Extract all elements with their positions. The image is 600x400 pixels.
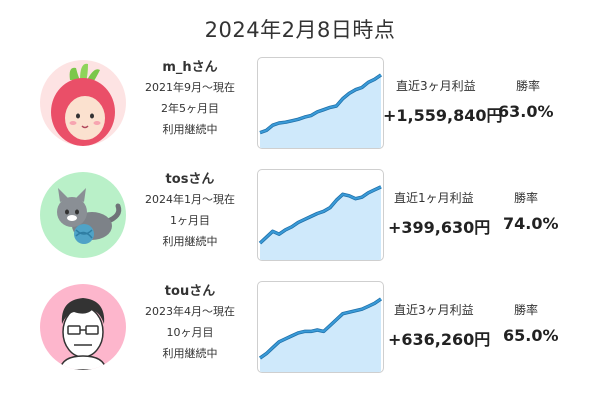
profit-value: +1,559,840円 (383, 106, 503, 125)
user-row-m-h: m_hさん 2021年9月～現在 2年5ヶ月目 利用継続中 直近3ヶ月利益 勝率… (0, 57, 600, 167)
usage-duration: 2年5ヶ月目 (161, 102, 219, 115)
profit-chart-svg (258, 185, 382, 260)
usage-status: 利用継続中 (162, 123, 218, 136)
cat-with-yarn-avatar-icon (40, 172, 126, 258)
user-name: m_hさん (162, 60, 218, 75)
user-info: tosさん 2024年1月～現在 1ヶ月目 利用継続中 (130, 169, 250, 252)
profit-label: 直近1ヶ月利益 (394, 191, 474, 205)
user-name: touさん (164, 284, 216, 299)
chart-line (259, 74, 382, 134)
usage-period: 2021年9月～現在 (145, 81, 235, 94)
user-row-tos: tosさん 2024年1月～現在 1ヶ月目 利用継続中 直近1ヶ月利益 勝率 +… (0, 169, 600, 279)
winrate-value: 65.0% (503, 326, 559, 345)
profit-chart (257, 169, 384, 261)
profit-chart-svg (259, 73, 382, 148)
profit-label: 直近3ヶ月利益 (394, 303, 474, 317)
user-info: touさん 2023年4月～現在 10ヶ月目 利用継続中 (130, 281, 250, 364)
profit-label: 直近3ヶ月利益 (396, 79, 476, 93)
profit-value: +399,630円 (388, 218, 491, 237)
usage-duration: 10ヶ月目 (166, 326, 214, 339)
usage-period: 2024年1月～現在 (145, 193, 235, 206)
winrate-label: 勝率 (514, 191, 539, 205)
user-name: tosさん (165, 172, 215, 187)
chart-area-fill (260, 298, 381, 372)
page-title: 2024年2月8日時点 (204, 18, 396, 42)
profit-chart (257, 281, 384, 373)
chart-line (259, 298, 382, 359)
user-row-tou: touさん 2023年4月～現在 10ヶ月目 利用継続中 直近3ヶ月利益 勝率 … (0, 281, 600, 391)
usage-status: 利用継続中 (162, 235, 218, 248)
chart-line (259, 185, 382, 244)
profit-value: +636,260円 (388, 330, 491, 349)
profit-chart-svg (258, 297, 382, 372)
winrate-value: 74.0% (503, 214, 559, 233)
winrate-label: 勝率 (514, 303, 539, 317)
winrate-label: 勝率 (516, 79, 541, 93)
chart-area-fill (260, 186, 381, 260)
usage-status: 利用継続中 (162, 347, 218, 360)
radish-girl-avatar-icon (40, 60, 126, 146)
usage-period: 2023年4月～現在 (145, 305, 235, 318)
profit-chart (257, 57, 384, 149)
usage-duration: 1ヶ月目 (170, 214, 210, 227)
man-with-glasses-avatar-icon (40, 284, 126, 370)
user-info: m_hさん 2021年9月～現在 2年5ヶ月目 利用継続中 (130, 57, 250, 140)
winrate-value: 63.0% (498, 102, 554, 121)
